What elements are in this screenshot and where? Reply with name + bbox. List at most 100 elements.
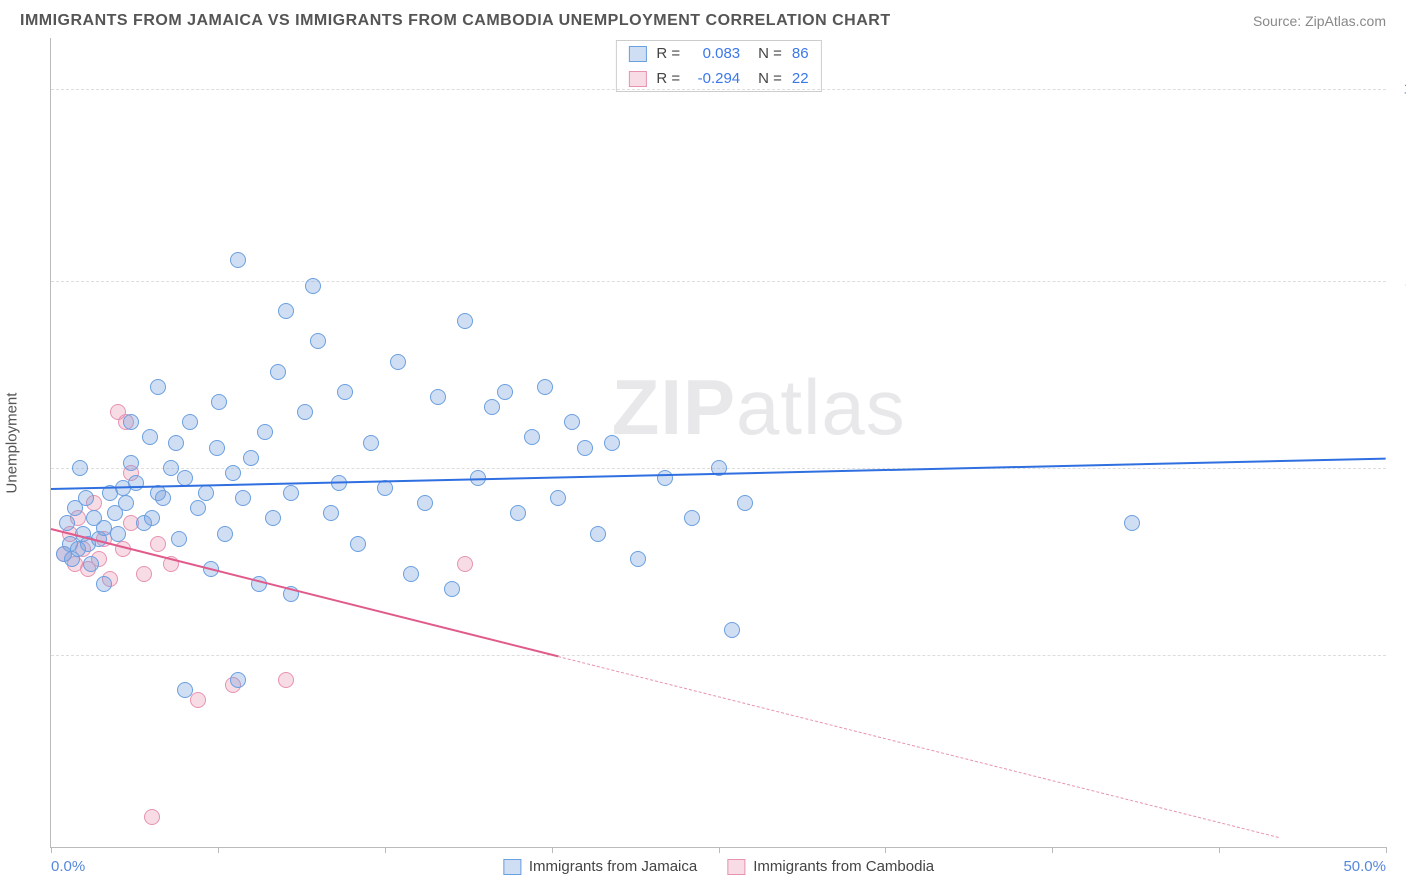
scatter-point-a [59,515,75,531]
scatter-point-a [390,354,406,370]
chart-header: IMMIGRANTS FROM JAMAICA VS IMMIGRANTS FR… [0,0,1406,38]
scatter-point-a [430,389,446,405]
scatter-point-b [278,672,294,688]
legend-item-a: Immigrants from Jamaica [503,858,697,875]
scatter-point-a [363,435,379,451]
chart-wrapper: Unemployment ZIPatlas R = 0.083 N = 86 R… [50,38,1386,848]
scatter-point-a [604,435,620,451]
scatter-point-a [211,394,227,410]
legend-swatch-a2 [503,859,521,875]
scatter-point-a [72,460,88,476]
x-tick [552,847,553,853]
x-tick [218,847,219,853]
scatter-point-a [209,440,225,456]
gridline [51,655,1386,656]
scatter-point-a [168,435,184,451]
trendline-b-dash [558,656,1279,838]
scatter-point-a [118,495,134,511]
scatter-point-a [724,622,740,638]
scatter-point-a [257,424,273,440]
scatter-point-a [150,379,166,395]
scatter-point-a [128,475,144,491]
trendline-b [51,528,559,657]
gridline [51,281,1386,282]
x-tick [51,847,52,853]
x-tick [1386,847,1387,853]
scatter-point-a [182,414,198,430]
scatter-point-a [96,576,112,592]
x-max-label: 50.0% [1343,858,1386,875]
series-legend: Immigrants from Jamaica Immigrants from … [503,858,934,875]
scatter-point-a [1124,515,1140,531]
gridline [51,89,1386,90]
legend-row-b: R = -0.294 N = 22 [616,66,820,91]
scatter-point-a [457,313,473,329]
scatter-point-a [278,303,294,319]
scatter-point-b [136,566,152,582]
scatter-point-a [684,510,700,526]
legend-swatch-b2 [727,859,745,875]
scatter-point-a [417,495,433,511]
x-tick [1219,847,1220,853]
scatter-point-a [403,566,419,582]
scatter-point-a [297,404,313,420]
scatter-point-a [177,682,193,698]
scatter-point-a [444,581,460,597]
scatter-point-a [737,495,753,511]
scatter-point-a [484,399,500,415]
scatter-point-a [142,429,158,445]
scatter-point-a [78,490,94,506]
chart-title: IMMIGRANTS FROM JAMAICA VS IMMIGRANTS FR… [20,12,891,30]
scatter-point-a [350,536,366,552]
scatter-point-a [497,384,513,400]
scatter-point-a [657,470,673,486]
scatter-point-a [198,485,214,501]
x-tick [385,847,386,853]
scatter-point-a [310,333,326,349]
scatter-point-a [510,505,526,521]
x-tick [885,847,886,853]
legend-swatch-a [628,46,646,62]
scatter-point-a [110,526,126,542]
scatter-point-a [155,490,171,506]
scatter-point-a [524,429,540,445]
scatter-point-a [537,379,553,395]
scatter-point-a [577,440,593,456]
correlation-legend: R = 0.083 N = 86 R = -0.294 N = 22 [615,40,821,92]
scatter-point-a [630,551,646,567]
scatter-point-a [265,510,281,526]
scatter-point-a [123,414,139,430]
scatter-point-a [243,450,259,466]
scatter-point-b [144,809,160,825]
scatter-point-a [83,556,99,572]
scatter-point-a [230,252,246,268]
watermark: ZIPatlas [612,362,906,453]
legend-item-b: Immigrants from Cambodia [727,858,934,875]
scatter-point-b [150,536,166,552]
scatter-point-a [217,526,233,542]
scatter-point-a [323,505,339,521]
scatter-point-a [190,500,206,516]
scatter-point-b [457,556,473,572]
scatter-point-a [283,485,299,501]
scatter-point-a [550,490,566,506]
scatter-point-a [235,490,251,506]
scatter-point-a [177,470,193,486]
scatter-point-a [144,510,160,526]
scatter-point-a [123,455,139,471]
scatter-point-a [171,531,187,547]
legend-row-a: R = 0.083 N = 86 [616,41,820,66]
legend-swatch-b [628,71,646,87]
source-label: Source: ZipAtlas.com [1253,13,1386,29]
scatter-point-b [190,692,206,708]
x-tick [1052,847,1053,853]
y-axis-label: Unemployment [4,393,21,494]
x-min-label: 0.0% [51,858,85,875]
scatter-point-a [590,526,606,542]
scatter-point-a [564,414,580,430]
x-tick [719,847,720,853]
scatter-point-a [225,465,241,481]
scatter-point-a [230,672,246,688]
scatter-point-a [270,364,286,380]
scatter-point-a [337,384,353,400]
